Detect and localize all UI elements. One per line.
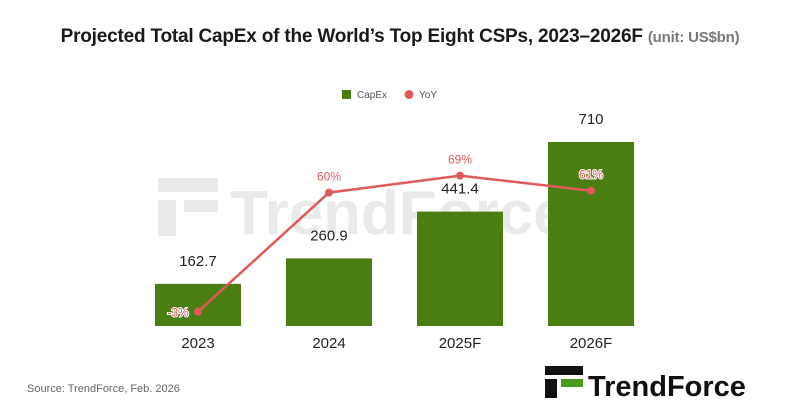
yoy-point <box>325 188 333 197</box>
legend-capex-label: CapEx <box>357 90 387 101</box>
x-tick-label: 2024 <box>312 335 345 352</box>
capex-bar <box>155 283 241 326</box>
capex-value-label: 710 <box>578 111 603 128</box>
yoy-point <box>456 171 464 180</box>
watermark: TrendForce <box>158 178 568 248</box>
capex-value-label: 260.9 <box>310 227 348 244</box>
capex-value-label: 441.4 <box>441 181 479 198</box>
svg-text:TrendForce: TrendForce <box>588 371 746 403</box>
legend-yoy-swatch <box>404 90 414 99</box>
legend-yoy-label: YoY <box>419 90 437 101</box>
yoy-line <box>197 174 592 313</box>
yoy-value-label: 60% <box>317 170 341 184</box>
trendforce-logo: TrendForce <box>545 366 746 403</box>
capex-bar <box>417 211 503 326</box>
capex-bar <box>548 142 634 326</box>
x-tick-label: 2023 <box>181 335 214 352</box>
yoy-value-label: 61% <box>579 168 603 182</box>
legend-capex-swatch <box>342 90 351 99</box>
x-tick-label: 2025F <box>439 335 482 352</box>
yoy-point <box>194 307 202 316</box>
x-tick-label: 2026F <box>570 335 613 352</box>
chart-title: Projected Total CapEx of the World’s Top… <box>60 26 740 47</box>
capex-bar <box>286 258 372 326</box>
capex-value-label: 162.7 <box>179 253 217 270</box>
yoy-value-label: -3% <box>167 306 189 320</box>
source-note: Source: TrendForce, Feb. 2026 <box>27 383 180 395</box>
yoy-point <box>587 186 595 195</box>
legend: CapEx YoY <box>342 90 437 101</box>
svg-text:TrendForce: TrendForce <box>230 179 568 248</box>
yoy-value-label: 69% <box>448 153 472 167</box>
